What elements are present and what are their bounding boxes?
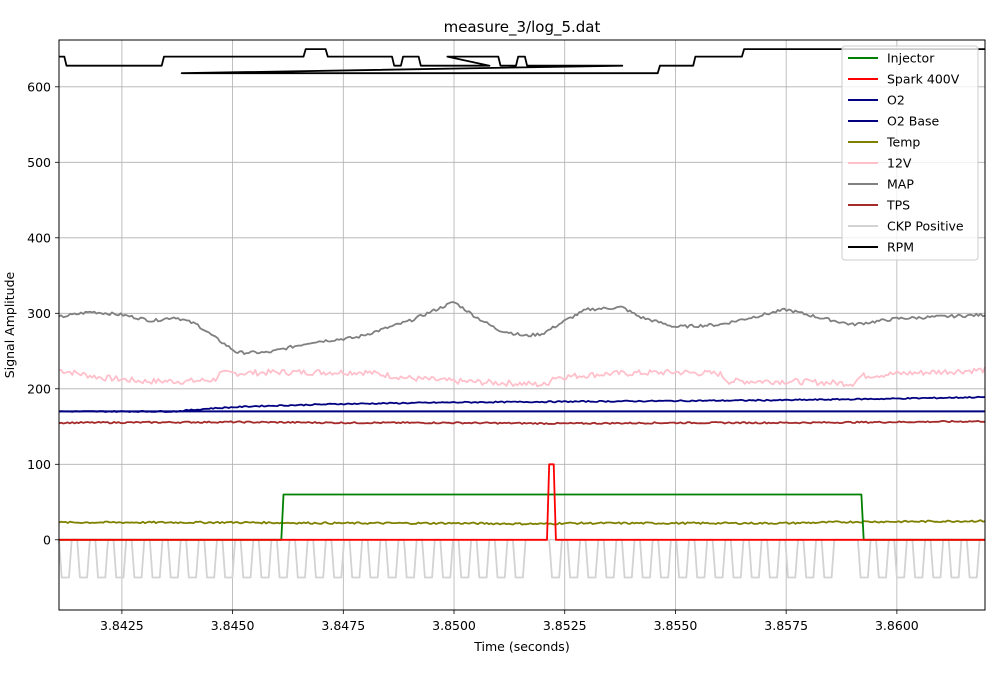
y-tick-label: 300	[27, 306, 51, 321]
x-tick-label: 3.8525	[543, 618, 587, 633]
x-tick-label: 3.8600	[875, 618, 919, 633]
legend-label: Temp	[886, 135, 920, 150]
legend-label: CKP Positive	[887, 219, 964, 234]
legend-label: Injector	[887, 51, 935, 66]
series-line-spark-400v	[59, 463, 985, 541]
series-line-rpm	[59, 48, 985, 75]
legend-label: O2 Base	[887, 114, 940, 129]
x-tick-label: 3.8550	[654, 618, 698, 633]
series-line-temp	[58, 519, 986, 526]
x-tick-label: 3.8450	[211, 618, 255, 633]
y-tick-label: 0	[43, 532, 51, 547]
y-tick-label: 600	[27, 79, 51, 94]
x-tick-label: 3.8575	[764, 618, 808, 633]
x-tick-label: 3.8425	[100, 618, 144, 633]
x-axis-ticks: 3.8425 3.8450 3.8475 3.8500 3.8525 3.8550 3.85…	[100, 610, 919, 633]
y-tick-label: 100	[27, 457, 51, 472]
y-axis-label: Signal Amplitude	[2, 271, 17, 378]
legend-label: RPM	[887, 240, 914, 255]
legend: Injector Spark 400V O2 O2 Base Temp 12V MAP TPS…	[841, 45, 979, 261]
y-tick-label: 200	[27, 381, 51, 396]
y-tick-label: 400	[27, 230, 51, 245]
series-line-map	[58, 301, 986, 355]
plot-series	[58, 48, 986, 579]
x-tick-label: 3.8500	[432, 618, 476, 633]
series-line-tps	[58, 419, 985, 425]
chart-title: measure_3/log_5.dat	[444, 18, 601, 37]
legend-label: O2	[887, 93, 905, 108]
x-axis-label: Time (seconds)	[473, 639, 569, 654]
x-tick-label: 3.8475	[321, 618, 365, 633]
legend-label: Spark 400V	[887, 72, 960, 87]
y-tick-label: 500	[27, 155, 51, 170]
series-line-o2	[58, 395, 986, 413]
plot-frame	[58, 39, 986, 611]
legend-label: MAP	[887, 177, 914, 192]
legend-label: TPS	[886, 198, 910, 213]
legend-label: 12V	[887, 156, 912, 171]
y-axis-ticks: 0 100 200 300 400 500 600	[27, 79, 59, 547]
series-line-12v	[59, 366, 986, 388]
